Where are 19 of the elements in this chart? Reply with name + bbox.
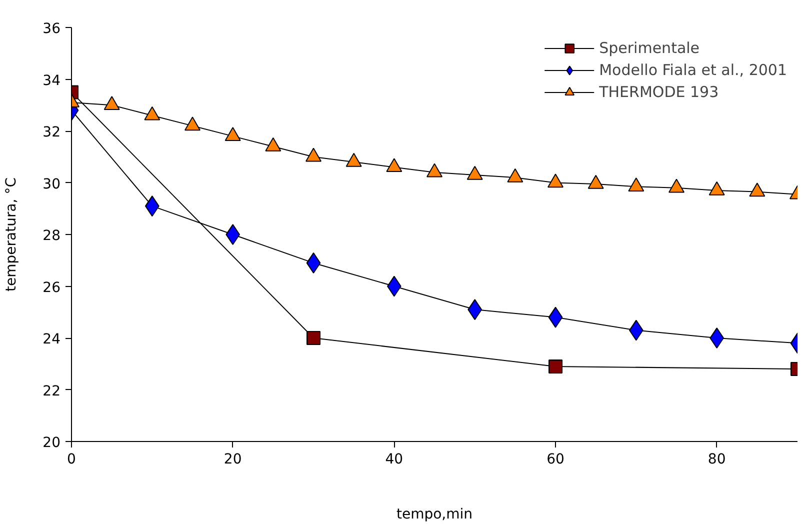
legend-label: Sperimentale bbox=[599, 38, 700, 59]
y-tick-label: 26 bbox=[42, 280, 61, 296]
y-tick-label: 30 bbox=[42, 176, 61, 192]
x-tick-label: 20 bbox=[224, 452, 242, 468]
y-tick-label: 24 bbox=[42, 332, 61, 348]
legend-label: THERMODE 193 bbox=[599, 82, 719, 103]
y-tick-label: 32 bbox=[42, 124, 61, 140]
x-tick-label: 40 bbox=[385, 452, 404, 468]
x-axis-title: tempo,min bbox=[396, 506, 473, 522]
x-tick-label: 60 bbox=[546, 452, 564, 468]
y-tick-label: 34 bbox=[42, 72, 61, 89]
y-tick-label: 36 bbox=[42, 21, 61, 37]
y-tick-label: 22 bbox=[42, 383, 61, 400]
x-tick-label: 0 bbox=[67, 452, 76, 468]
y-axis-title: temperatura, °C bbox=[4, 177, 20, 292]
y-tick-label: 20 bbox=[42, 435, 61, 451]
x-tick-label: 80 bbox=[708, 452, 726, 468]
legend-label: Modello Fiala et al., 2001 bbox=[599, 60, 787, 81]
y-tick-label: 28 bbox=[42, 228, 61, 244]
